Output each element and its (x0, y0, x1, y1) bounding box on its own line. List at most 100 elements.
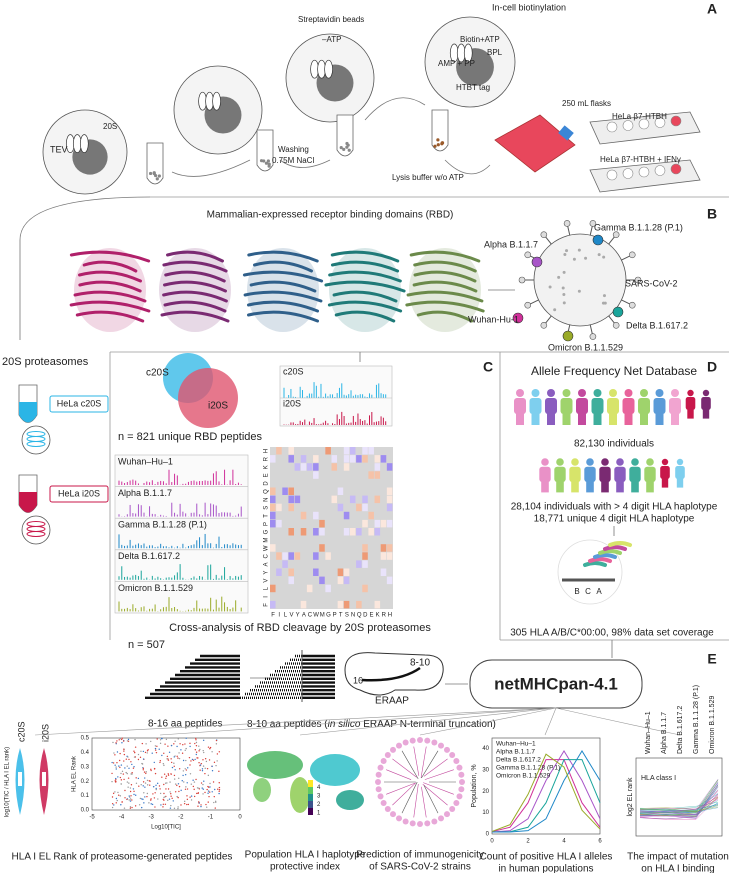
label: Washing (278, 145, 309, 154)
dot (192, 759, 195, 761)
label: c20S (283, 366, 304, 376)
connector (34, 707, 557, 736)
dot (127, 786, 129, 788)
dot (191, 758, 194, 761)
dot (135, 782, 138, 784)
flask-cap (558, 125, 574, 141)
dot (146, 792, 149, 795)
heatmap-cell (386, 519, 393, 528)
dot (184, 743, 186, 745)
ribbon (332, 290, 398, 303)
person-legs (556, 481, 564, 493)
dot (207, 801, 209, 803)
heatmap-cell (362, 447, 368, 455)
dot (145, 771, 147, 773)
person-head (547, 389, 555, 397)
virus-dot (562, 292, 566, 296)
residue-label: E (369, 613, 373, 619)
dot (182, 759, 185, 762)
dot (208, 795, 210, 798)
dot (137, 777, 140, 780)
dot (144, 751, 147, 754)
dot (184, 774, 187, 776)
heatmap-cell (282, 487, 288, 495)
leaf (390, 746, 397, 753)
bead (342, 147, 346, 151)
residue-label: S (345, 613, 349, 619)
person-head (616, 458, 624, 466)
dot (140, 784, 142, 786)
dot (119, 795, 122, 797)
heatmap-cell (368, 471, 374, 479)
panel-label: E (707, 651, 716, 667)
ribbon (69, 250, 151, 263)
dot (190, 795, 193, 797)
legend-label: Delta B.1.617.2 (496, 757, 541, 764)
dot (162, 803, 165, 805)
person-body (644, 466, 656, 482)
series-line (639, 806, 719, 814)
dot (165, 738, 168, 741)
label: B (574, 587, 579, 596)
leaf (443, 746, 450, 753)
dot (123, 760, 125, 762)
heatmap-cell (270, 600, 276, 609)
dot (215, 801, 217, 803)
dot (211, 770, 214, 772)
branch (392, 758, 417, 778)
dot (207, 790, 210, 792)
residue-label: Y (264, 571, 270, 575)
dot (181, 780, 183, 782)
residue-label: D (264, 481, 270, 486)
tube-fill (19, 492, 37, 513)
heatmap-cell (270, 584, 276, 593)
dot (154, 772, 157, 775)
label: Alpha B.1.1.7 (118, 488, 172, 498)
heatmap-cell (337, 568, 344, 576)
dot (142, 767, 145, 770)
dot (115, 777, 117, 780)
heatmap-cell (368, 528, 374, 536)
dot (134, 805, 137, 807)
dot (155, 784, 157, 786)
dot (112, 741, 114, 744)
heatmap-cell (325, 584, 331, 593)
tick-label: 0.4 (81, 750, 90, 756)
person-body (539, 466, 551, 482)
dot (146, 750, 149, 752)
heatmap-cell (331, 495, 338, 504)
dot (115, 797, 118, 800)
dot (218, 786, 221, 789)
heatmap-cell (380, 568, 387, 576)
residue-label: C (308, 613, 313, 619)
virus-dot (553, 308, 557, 312)
spike-head (540, 231, 548, 238)
bead (339, 146, 343, 150)
dot (156, 745, 158, 748)
dot (159, 739, 162, 741)
dot (160, 737, 163, 740)
person-legs (541, 481, 549, 493)
well (654, 165, 666, 176)
dot (193, 795, 196, 798)
dot (207, 746, 210, 748)
arrow (444, 159, 491, 175)
dot (125, 771, 127, 774)
panel-label: B (707, 206, 717, 222)
eraap (344, 652, 444, 696)
leaf (380, 758, 387, 764)
person-head (601, 458, 609, 466)
residue-label: M (264, 538, 270, 543)
dot (163, 783, 165, 786)
dot (142, 750, 145, 753)
leaf (424, 737, 431, 744)
legend-label: Omicron B.1.1.529 (496, 773, 551, 780)
dot (131, 772, 133, 774)
branch (424, 769, 454, 780)
spike-head (540, 322, 548, 329)
dot (178, 790, 180, 793)
dot (167, 788, 170, 790)
dot (177, 806, 179, 808)
leaf (456, 764, 463, 771)
dot (128, 799, 130, 801)
